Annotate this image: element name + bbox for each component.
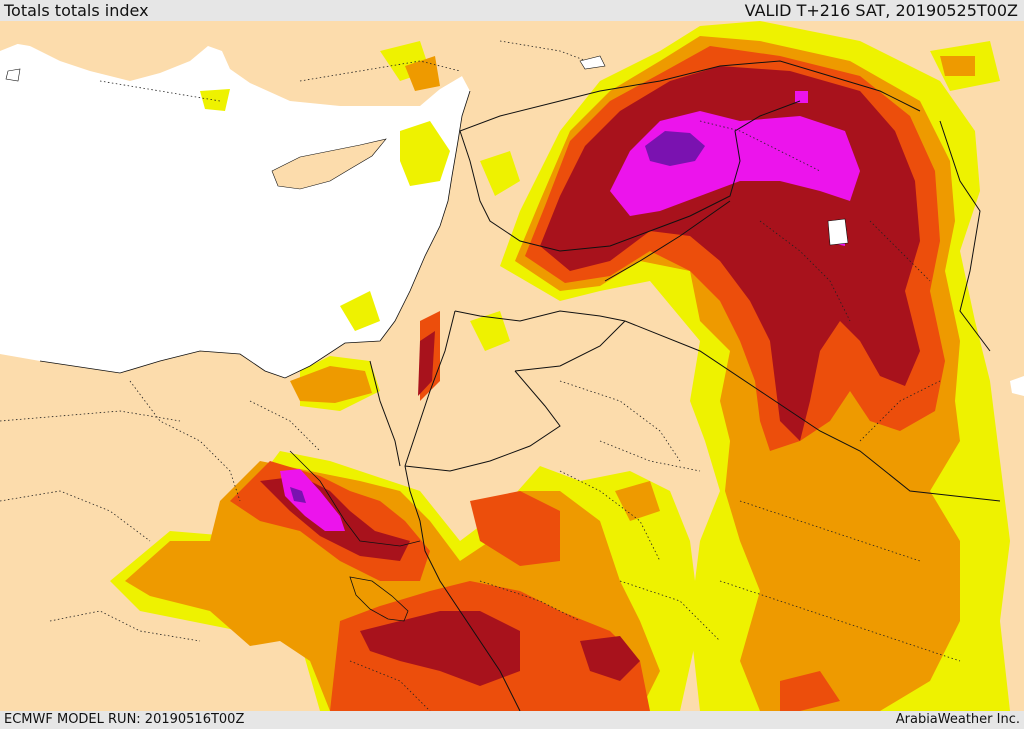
map-svg (0, 21, 1024, 711)
country-borders (369, 60, 1001, 711)
cyprus-island (271, 138, 387, 190)
credit-label: ArabiaWeather Inc. (895, 712, 1020, 727)
map-title: Totals totals index (4, 1, 149, 20)
model-run-label: ECMWF MODEL RUN: 20190516T00Z (4, 712, 245, 727)
aegean-coast (0, 21, 60, 51)
mediterranean-sea (0, 21, 470, 378)
footer-bar: ECMWF MODEL RUN: 20190516T00Z ArabiaWeat… (0, 711, 1024, 729)
coastlines (39, 90, 471, 622)
admin-boundaries (0, 40, 961, 711)
valid-time-label: VALID T+216 SAT, 20190525T00Z (744, 1, 1018, 20)
header-bar: Totals totals index VALID T+216 SAT, 201… (0, 0, 1024, 21)
small-water-bodies (5, 55, 849, 246)
weather-map[interactable] (0, 21, 1024, 711)
tt-level-6 (290, 131, 705, 503)
caspian-hint (1010, 376, 1024, 396)
turkey-coast (60, 21, 470, 103)
